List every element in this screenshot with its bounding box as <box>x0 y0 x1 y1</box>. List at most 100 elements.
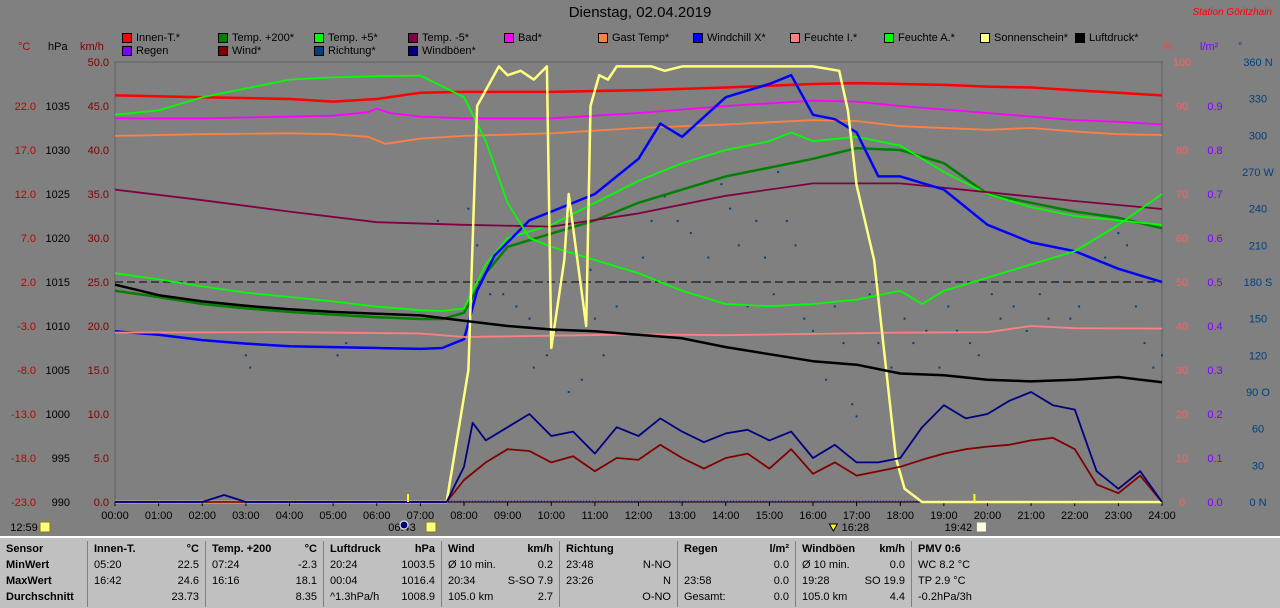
direction-tick-label: 150 <box>1249 314 1267 326</box>
direction-point <box>1091 281 1094 283</box>
x-tick-label: 05:00 <box>319 510 347 522</box>
direction-tick-label: 120 <box>1249 350 1267 362</box>
stats-regen-max-time: 23:58 <box>684 575 712 587</box>
legend-item: Sonnenschein* <box>980 32 1068 44</box>
stats-luftdruck-col: Luftdruck hPa 20:24 1003.5 00:04 1016.4 ^1.… <box>324 541 442 607</box>
series-line <box>114 131 1163 312</box>
stats-regen-max-value: 0.0 <box>773 575 789 587</box>
x-tick-label: 12:00 <box>625 510 653 522</box>
x-tick-label: 01:00 <box>145 510 173 522</box>
direction-point <box>947 305 950 308</box>
legend-label: Temp. +5* <box>328 32 378 44</box>
x-tick-label: 14:00 <box>712 510 740 522</box>
direction-point <box>615 305 618 308</box>
pressure-tick-label: 1005 <box>46 365 70 377</box>
legend-swatch <box>314 46 324 56</box>
stats-wind-avg10-label: Ø 10 min. <box>448 559 496 571</box>
speed-tick-label: 10.0 <box>88 409 109 421</box>
pressure-tick-label: 995 <box>52 453 70 465</box>
series-line <box>114 73 1163 351</box>
x-tick-label: 16:00 <box>799 510 827 522</box>
direction-point <box>244 354 247 357</box>
direction-tick-label: 30 <box>1252 460 1264 472</box>
series-line <box>115 436 1163 503</box>
direction-point <box>785 219 788 222</box>
speed-tick-label: 25.0 <box>88 277 109 289</box>
direction-point <box>868 293 871 296</box>
direction-point <box>1161 354 1163 357</box>
stats-regen-total-label: Gesamt: <box>684 591 726 603</box>
stats-luftdruck-min-time: 20:24 <box>330 559 358 571</box>
stats-pmv-title: PMV 0:6 <box>918 543 961 555</box>
legend-swatch <box>122 33 132 43</box>
moon-time-label: 16:28 <box>842 522 870 534</box>
direction-point <box>1104 256 1107 259</box>
direction-point <box>1143 342 1146 345</box>
x-tick-label: 02:00 <box>188 510 216 522</box>
rain-tick-label: 0.9 <box>1207 101 1222 113</box>
stats-temp200-min-time: 07:24 <box>212 559 240 571</box>
x-tick-label: 13:00 <box>668 510 696 522</box>
temp-tick-label: -18.0 <box>11 453 36 465</box>
speed-tick-label: 50.0 <box>88 57 109 69</box>
legend-label: Temp. -5* <box>422 32 470 44</box>
legend-item: Feuchte I.* <box>790 32 857 44</box>
percent-tick-label: 30 <box>1176 365 1188 377</box>
percent-tick-label: 100 <box>1173 57 1191 69</box>
legend-item: Feuchte A.* <box>884 32 955 44</box>
stats-windboeen-avg10-value: 0.0 <box>889 559 905 571</box>
stats-luftdruck-min-value: 1003.5 <box>401 559 435 571</box>
legend-label: Richtung* <box>328 45 376 57</box>
temp-unit-label: °C <box>18 41 31 53</box>
stats-temp200-max-time: 16:16 <box>212 575 240 587</box>
legend-item: Temp. +5* <box>314 32 378 44</box>
rain-tick-label: 0.5 <box>1207 277 1222 289</box>
temp-tick-label: 12.0 <box>15 189 36 201</box>
sunset-label: 19:42 <box>945 522 973 534</box>
sunset-icon <box>975 521 987 533</box>
rain-unit-label: l/m² <box>1200 41 1219 53</box>
moon-icon <box>399 520 409 530</box>
x-tick-label: 22:00 <box>1061 510 1089 522</box>
legend-swatch <box>218 46 228 56</box>
series-line <box>114 325 1163 338</box>
stats-regen-total-value: 0.0 <box>773 591 789 603</box>
direction-point <box>764 256 767 259</box>
direction-point <box>903 317 906 320</box>
temp-tick-label: -8.0 <box>17 365 36 377</box>
stats-innen-max-value: 24.6 <box>177 575 199 587</box>
legend-item: Gast Temp* <box>598 32 669 44</box>
direction-point <box>925 329 928 332</box>
stats-windboeen-max-time: 19:28 <box>802 575 830 587</box>
speed-tick-label: 45.0 <box>88 101 109 113</box>
x-tick-label: 15:00 <box>756 510 784 522</box>
direction-point <box>990 293 993 296</box>
direction-point <box>593 317 596 320</box>
rain-tick-label: 0.1 <box>1207 453 1222 465</box>
direction-tick-label: 210 <box>1249 240 1267 252</box>
stats-windboeen-col: Windböen km/h Ø 10 min. 0.0 19:28 SO 19.9 1… <box>796 541 912 607</box>
series-line <box>115 65 1162 504</box>
direction-point <box>999 317 1002 320</box>
stats-windboeen-distance: 105.0 km <box>802 591 848 603</box>
legend-swatch <box>884 33 894 43</box>
stats-richtung-min-value: N-NO <box>642 559 671 571</box>
direction-point <box>855 415 858 418</box>
direction-point <box>1134 305 1137 308</box>
speed-unit-label: km/h <box>80 41 104 53</box>
direction-point <box>676 219 679 222</box>
weather-chart: 00:00 01:00 02:00 03:00 04:00 05:00 06:00 07:00… <box>10 57 1274 534</box>
direction-point <box>650 219 653 222</box>
moon-marker-icon <box>828 523 839 533</box>
direction-point <box>249 366 252 369</box>
stats-wind-col: Wind km/h Ø 10 min. 0.2 20:34 S-SO 7.9 105.… <box>442 541 560 607</box>
x-tick-label: 00:00 <box>101 510 129 522</box>
stats-wind-title: Wind <box>448 543 475 555</box>
temp-tick-label: 17.0 <box>15 145 36 157</box>
pressure-tick-label: 1025 <box>46 189 70 201</box>
legend-label: Bad* <box>518 32 542 44</box>
direction-point <box>833 305 836 308</box>
stats-wind-avg10-value: 0.2 <box>537 559 553 571</box>
direction-point <box>467 207 470 210</box>
direction-point <box>912 342 915 345</box>
